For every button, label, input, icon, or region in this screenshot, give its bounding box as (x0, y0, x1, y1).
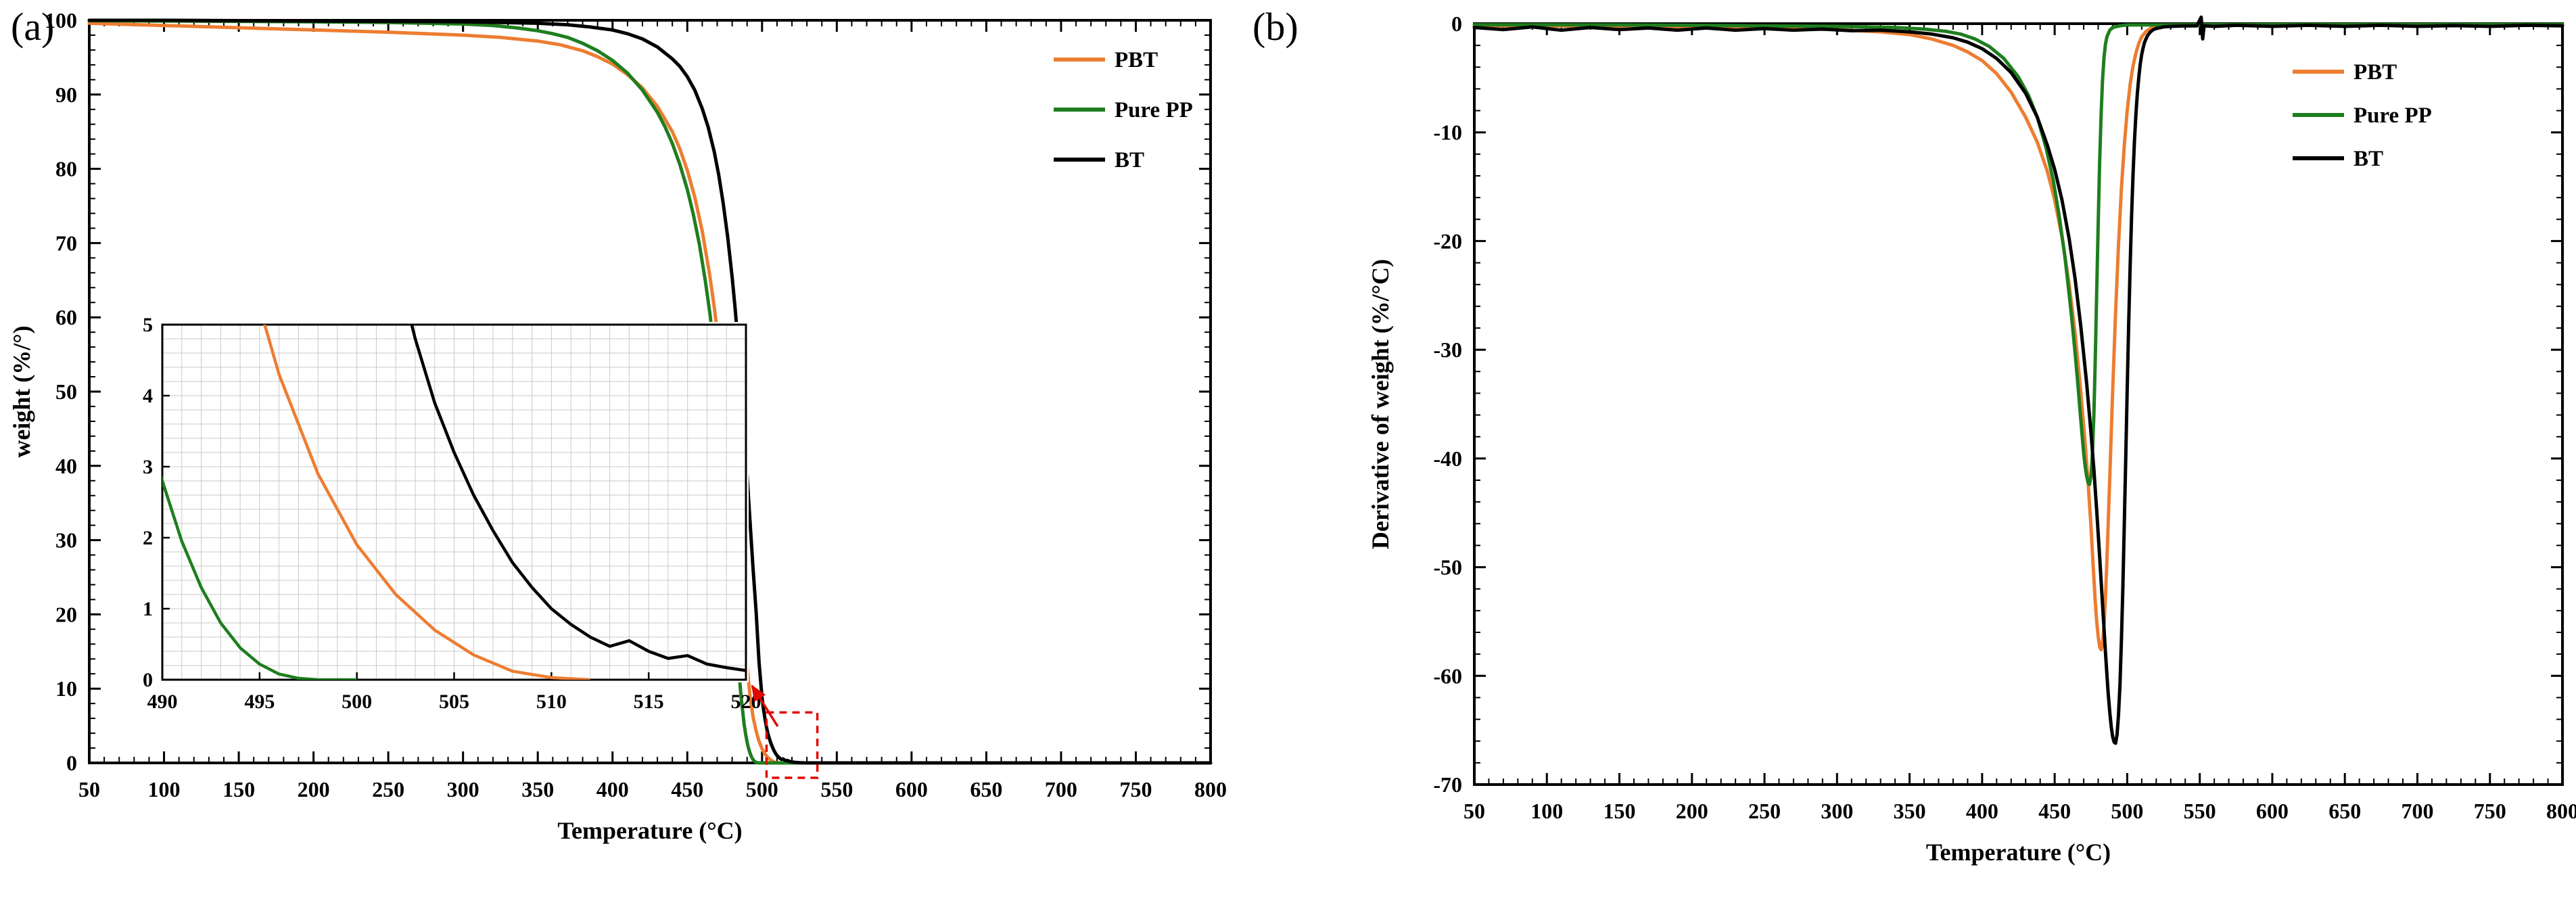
x-tick-label: 250 (1748, 799, 1781, 823)
legend-label-pure-pp: Pure PP (1115, 98, 1193, 122)
tga-legend: PBT Pure PP BT (1054, 48, 1193, 172)
y-tick-label: 0 (1451, 11, 1462, 36)
y-tick-label: 80 (55, 157, 77, 181)
y-tick-label: 60 (55, 305, 77, 329)
x-tick-label: 100 (1530, 799, 1563, 823)
x-tick-label: 100 (148, 777, 181, 801)
dtg-plot: 50 100 150 200 250 300 350 400 450 500 550 600 650 70… (1367, 11, 2576, 866)
x-tick-label: 200 (298, 777, 330, 801)
inset-y-tick-label: 0 (143, 669, 153, 691)
x-tick-label: 800 (2546, 799, 2576, 823)
x-tick-label: 150 (223, 777, 255, 801)
x-tick-label: 300 (1821, 799, 1853, 823)
x-tick-label: 700 (1045, 777, 1077, 801)
x-tick-label: 750 (2474, 799, 2506, 823)
x-tick-label: 550 (820, 777, 853, 801)
tga-plot-border (88, 19, 1212, 764)
zoom-region-box (765, 711, 819, 779)
x-tick-label: 150 (1603, 799, 1636, 823)
x-tick-label: 350 (521, 777, 554, 801)
tga-x-axis-label: Temperature (°C) (557, 817, 742, 844)
inset-series-group (162, 325, 746, 680)
x-tick-label: 50 (1463, 799, 1485, 823)
y-tick-label: -50 (1433, 555, 1462, 580)
inset-x-tick-label: 490 (147, 691, 178, 713)
dtg-plot-border (1473, 22, 2564, 786)
dtg-series-bt-line (1472, 15, 2565, 745)
inset-series-pure-pp-line (162, 474, 357, 680)
y-tick-label: -20 (1433, 229, 1462, 253)
x-tick-label: 600 (895, 777, 928, 801)
x-tick-label: 400 (1966, 799, 1998, 823)
inset-series-pbt-line (263, 325, 591, 680)
tga-y-axis-label: weight (%/°) (8, 325, 35, 457)
x-tick-label: 500 (746, 777, 778, 801)
y-tick-label: 40 (55, 454, 77, 478)
x-tick-label: 650 (970, 777, 1002, 801)
panel-b-label: (b) (1252, 5, 1298, 49)
dtg-series-pure-pp-line (1472, 22, 2565, 486)
zoom-callout-arrow (751, 684, 779, 727)
x-tick-label: 450 (671, 777, 703, 801)
dtg-y-axis-label: Derivative of weight (%/°C) (1367, 259, 1394, 549)
x-tick-label: 300 (447, 777, 479, 801)
x-tick-label: 250 (372, 777, 404, 801)
x-tick-label: 350 (1894, 799, 1926, 823)
inset-x-tick-label: 505 (439, 691, 469, 713)
x-tick-label: 450 (2038, 799, 2071, 823)
dtg-x-axis-label: Temperature (°C) (1926, 839, 2111, 866)
legend-label-pbt: PBT (1115, 48, 1158, 72)
inset-y-tick-label: 1 (143, 598, 153, 620)
tga-series-bt-line (87, 18, 1213, 765)
y-tick-label: -10 (1433, 120, 1462, 145)
panel-a-label: (a) (11, 5, 55, 49)
y-tick-label: 70 (55, 231, 77, 255)
dtg-series-pbt-line (1472, 23, 2565, 652)
x-tick-label: 500 (2111, 799, 2143, 823)
inset-border (161, 323, 747, 681)
x-tick-label: 50 (78, 777, 100, 801)
dtg-legend: PBT Pure PP BT (2293, 60, 2432, 171)
inset-y-tick-label: 5 (143, 314, 153, 336)
inset-x-tick-label: 515 (634, 691, 664, 713)
x-tick-label: 400 (596, 777, 629, 801)
x-tick-label: 750 (1119, 777, 1152, 801)
inset-y-tick-label: 2 (143, 527, 153, 549)
inset-x-tick-label: 495 (244, 691, 275, 713)
x-tick-label: 800 (1194, 777, 1227, 801)
inset-y-tick-label: 4 (143, 385, 153, 407)
legend-label-bt: BT (2353, 147, 2383, 171)
y-tick-label: 100 (45, 8, 77, 32)
legend-label-bt: BT (1115, 148, 1144, 172)
inset-series-bt-line (410, 325, 746, 672)
y-tick-label: 10 (55, 676, 77, 701)
y-tick-label: 50 (55, 379, 77, 404)
dtg-chart: 50 100 150 200 250 300 350 400 450 500 550 600 650 70… (1367, 11, 2576, 866)
y-tick-label: 20 (55, 602, 77, 626)
x-tick-label: 550 (2184, 799, 2216, 823)
inset-x-tick-label: 510 (536, 691, 567, 713)
tga-plot: 50 100 150 200 250 300 350 400 450 500 550 600 650 70… (8, 8, 1227, 844)
y-tick-label: 30 (55, 528, 77, 553)
inset-y-tick-label: 3 (143, 456, 153, 478)
x-tick-label: 600 (2256, 799, 2289, 823)
x-tick-label: 700 (2401, 799, 2433, 823)
legend-label-pure-pp: Pure PP (2353, 103, 2432, 128)
y-tick-label: -70 (1433, 772, 1462, 797)
tga-chart: 50 100 150 200 250 300 350 400 450 500 550 600 650 70… (8, 8, 1227, 844)
x-tick-label: 650 (2328, 799, 2361, 823)
x-tick-label: 200 (1676, 799, 1708, 823)
legend-label-pbt: PBT (2353, 60, 2397, 85)
y-tick-label: 0 (66, 751, 77, 775)
y-tick-label: -40 (1433, 446, 1462, 471)
y-tick-label: -60 (1433, 663, 1462, 688)
y-tick-label: 90 (55, 83, 77, 107)
inset-x-tick-label: 500 (342, 691, 372, 713)
y-tick-label: -30 (1433, 337, 1462, 362)
